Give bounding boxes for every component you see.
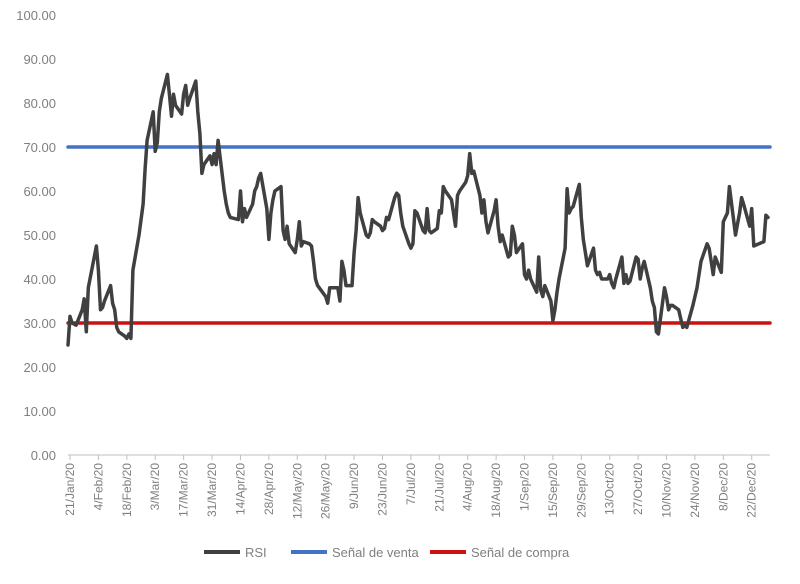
y-tick-label: 30.00 <box>23 316 56 331</box>
x-tick-label: 14/Apr/20 <box>233 463 247 515</box>
legend-label-rsi: RSI <box>245 545 267 560</box>
x-tick-label: 12/May/20 <box>290 463 304 519</box>
y-tick-label: 80.00 <box>23 96 56 111</box>
x-axis: 21/Jan/20 4/Feb/20 18/Feb/20 3/Mar/20 17/Mar… <box>63 454 770 519</box>
x-tick-label: 4/Aug/20 <box>461 463 475 511</box>
x-tick-label: 10/Nov/20 <box>660 463 674 518</box>
x-tick-label: 21/Jan/20 <box>63 463 77 516</box>
x-tick-label: 29/Sep/20 <box>574 463 588 518</box>
x-tick-label: 17/Mar/20 <box>177 463 191 517</box>
x-tick-label: 15/Sep/20 <box>546 463 560 518</box>
x-tick-label: 1/Sep/20 <box>518 463 532 511</box>
x-tick-label: 31/Mar/20 <box>205 463 219 517</box>
x-tick-label: 13/Oct/20 <box>603 463 617 515</box>
legend-label-senal-de-venta: Señal de venta <box>332 545 420 560</box>
series-line-rsi <box>66 72 770 347</box>
y-tick-label: 20.00 <box>23 360 56 375</box>
y-tick-label: 70.00 <box>23 140 56 155</box>
y-tick-label: 90.00 <box>23 52 56 67</box>
x-tick-label: 8/Dec/20 <box>716 463 730 511</box>
x-tick-label: 24/Nov/20 <box>688 463 702 518</box>
y-tick-label: 50.00 <box>23 228 56 243</box>
y-tick-label: 0.00 <box>31 448 56 463</box>
x-tick-label: 9/Jun/20 <box>347 463 361 509</box>
y-tick-label: 100.00 <box>16 8 56 23</box>
x-tick-label: 4/Feb/20 <box>91 463 105 511</box>
x-tick-label: 26/May/20 <box>319 463 333 519</box>
y-axis: 0.00 10.00 20.00 30.00 40.00 50.00 60.00 70.00 8… <box>16 8 56 463</box>
y-tick-label: 40.00 <box>23 272 56 287</box>
legend: RSI Señal de venta Señal de compra <box>204 545 570 560</box>
x-tick-label: 18/Feb/20 <box>120 463 134 517</box>
x-tick-label: 7/Jul/20 <box>404 463 418 505</box>
x-tick-label: 3/Mar/20 <box>148 463 162 511</box>
x-tick-label: 21/Jul/20 <box>432 463 446 512</box>
legend-label-senal-de-compra: Señal de compra <box>471 545 570 560</box>
x-tick-label: 27/Oct/20 <box>631 463 645 515</box>
plot-area <box>66 72 772 347</box>
x-tick-label: 23/Jun/20 <box>375 463 389 516</box>
x-tick-label: 22/Dec/20 <box>745 463 759 518</box>
y-tick-label: 60.00 <box>23 184 56 199</box>
x-tick-label: 28/Apr/20 <box>262 463 276 515</box>
y-tick-label: 10.00 <box>23 404 56 419</box>
x-tick-label: 18/Aug/20 <box>489 463 503 518</box>
